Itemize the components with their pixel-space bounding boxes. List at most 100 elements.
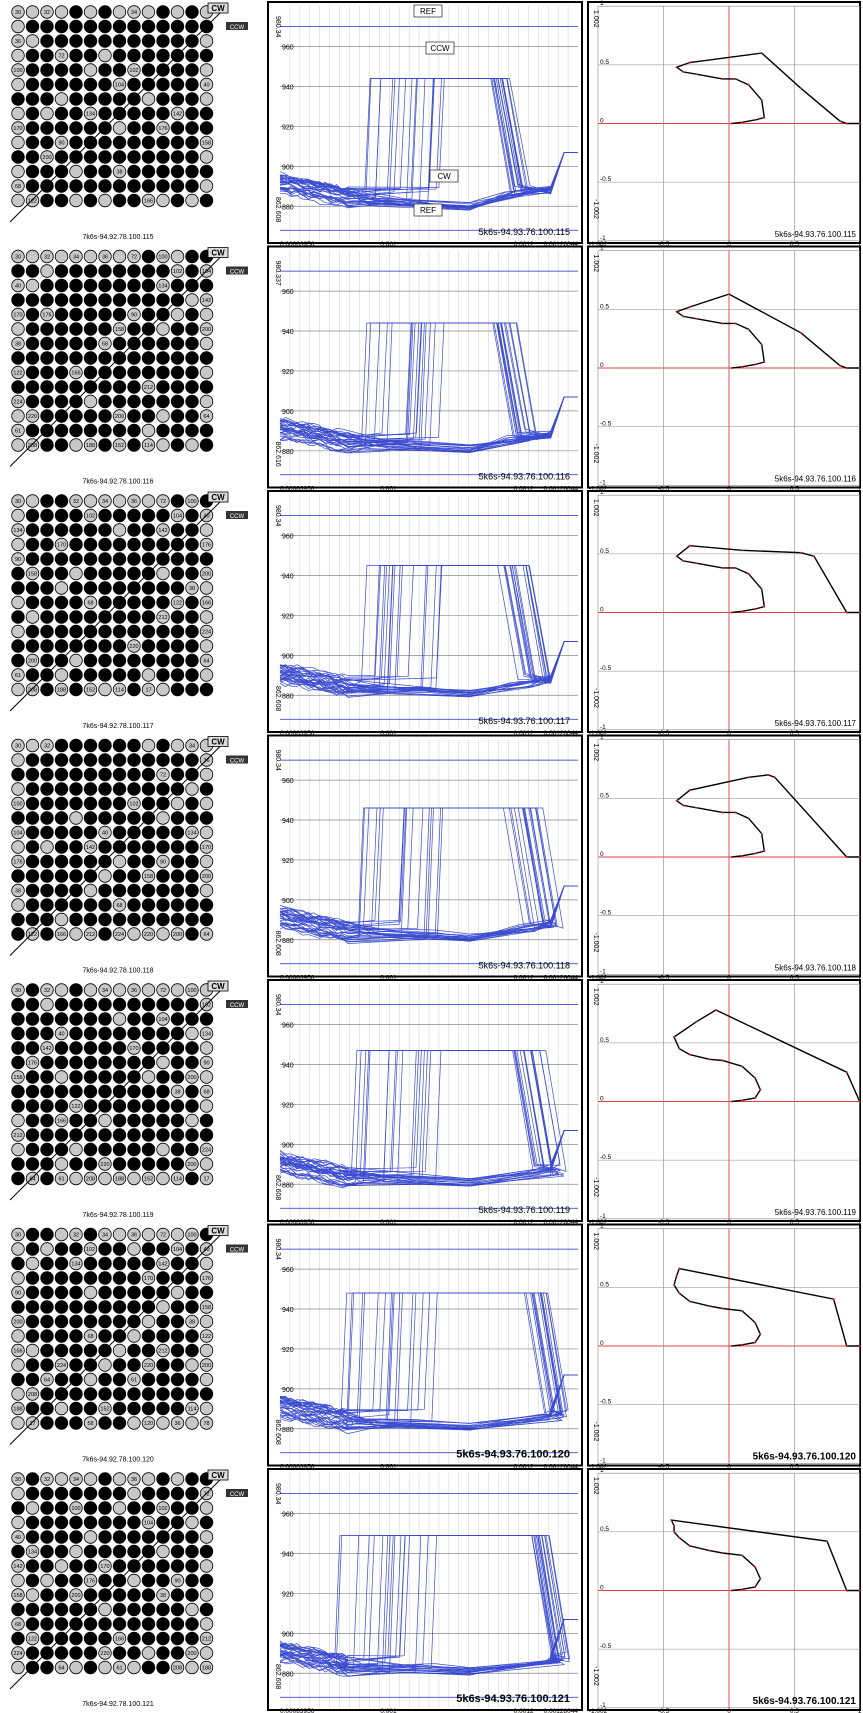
wafer-die <box>40 595 54 610</box>
wafer-die <box>127 293 141 307</box>
wafer-die <box>98 48 112 63</box>
die-number: 104 <box>158 1017 167 1023</box>
wafer-die <box>54 869 69 883</box>
wafer-die <box>156 92 170 106</box>
wafer-die <box>156 1559 170 1573</box>
wafer-die <box>25 48 40 63</box>
wafer-die <box>98 639 112 653</box>
wafer-die <box>54 811 69 825</box>
wafer-die <box>54 1501 69 1515</box>
wafer-die <box>25 1544 40 1559</box>
trajectory-point <box>754 1321 757 1324</box>
y-max-label: 1.002 <box>592 744 599 762</box>
die-number: 200 <box>187 1651 196 1657</box>
trajectory-point <box>695 317 698 320</box>
x-min-label: 0.00083956 <box>280 1708 315 1713</box>
wafer-die <box>54 1242 69 1256</box>
wafer-die <box>185 150 199 164</box>
cw-tag: CW <box>211 982 225 991</box>
wafer-die <box>98 811 112 825</box>
wafer-die <box>11 1486 25 1501</box>
trajectory-point <box>730 367 733 369</box>
die-number: 208 <box>28 688 37 694</box>
die-number: 68 <box>116 903 122 909</box>
wafer-die <box>83 682 98 697</box>
trajectory-point <box>754 1566 757 1569</box>
y-max-label: 1.002 <box>592 1233 599 1251</box>
wafer-die <box>141 1314 156 1329</box>
wafer-die <box>112 77 127 92</box>
y-tick-label: 900 <box>282 1387 294 1394</box>
wafer-die <box>98 150 112 164</box>
wafer-die <box>40 1515 54 1530</box>
wafer-die <box>69 1113 83 1128</box>
wafer-die <box>69 48 83 63</box>
ccw-tag-box <box>226 511 248 519</box>
wafer-die <box>98 77 112 92</box>
x-max-label: 0.00128044 <box>544 486 579 493</box>
wafer-die <box>127 193 141 208</box>
wafer-die <box>170 753 185 767</box>
die-number: 100 <box>13 68 22 74</box>
x-tick-label: -1.002 <box>589 730 608 737</box>
wafer-die <box>127 927 141 941</box>
wafer-die <box>141 883 156 898</box>
die-number: 142 <box>13 1564 22 1570</box>
wafer-die <box>127 1660 141 1675</box>
wafer-die <box>25 1171 40 1186</box>
wafer-die <box>40 552 54 566</box>
wafer-die <box>170 1070 185 1084</box>
wafer-die <box>141 307 156 322</box>
wafer-die <box>25 19 40 34</box>
die-number: 170 <box>57 543 66 549</box>
x-tick-label: 0 <box>727 1464 731 1471</box>
trajectory-point <box>688 1544 691 1547</box>
die-number: 104 <box>202 269 211 275</box>
wafer-die <box>98 653 112 668</box>
wafer-die <box>112 1588 127 1602</box>
wafer-die <box>141 1012 156 1026</box>
die-number: 166 <box>115 1637 124 1643</box>
wafer-die <box>185 624 199 639</box>
die-number: 166 <box>13 1349 22 1355</box>
wafer-die <box>54 135 69 150</box>
x-tick-label: 0.5 <box>790 975 799 982</box>
ccw-tag: CCW <box>230 1003 245 1009</box>
wafer-die <box>69 63 83 77</box>
wafer-die <box>127 1387 141 1401</box>
wafer-die <box>185 782 199 796</box>
wafer-die <box>141 653 156 668</box>
wafer-die <box>127 537 141 552</box>
wafer-die <box>127 1602 141 1617</box>
wafer-die <box>83 997 98 1012</box>
x-tick-label: 0.001 <box>380 486 397 493</box>
wafer-die <box>156 653 170 668</box>
die-number: 170 <box>129 1046 138 1052</box>
wafer-die <box>170 1501 185 1515</box>
die-number: 104 <box>115 83 124 89</box>
panel-id: 5k6s-94.93.76.100.116 <box>775 475 857 484</box>
x-tick-label: -0.5 <box>658 730 670 737</box>
die-number: 166 <box>71 371 80 377</box>
panel-id: 5k6s-94.93.76.100.118 <box>775 964 857 973</box>
trace-line <box>280 152 578 209</box>
trace-line <box>279 641 578 697</box>
trajectory-point <box>675 310 678 313</box>
wafer-die <box>11 1501 25 1515</box>
wafer-die <box>170 77 185 92</box>
wafer-die <box>199 1012 214 1026</box>
wafer-die <box>141 1515 156 1530</box>
die-number: 90 <box>203 1061 209 1067</box>
trace-line <box>279 885 578 941</box>
die-number: 158 <box>115 327 124 333</box>
wafer-die <box>83 1544 98 1559</box>
wafer-die <box>54 1387 69 1401</box>
wafer-die <box>40 682 54 697</box>
wafer-die <box>141 1084 156 1099</box>
wafer-die <box>25 1026 40 1041</box>
wafer-die <box>54 854 69 869</box>
wafer-die <box>98 523 112 537</box>
annotation-label: CW <box>437 172 451 181</box>
wafer-die <box>185 1602 199 1617</box>
wafer-die <box>25 1300 40 1314</box>
